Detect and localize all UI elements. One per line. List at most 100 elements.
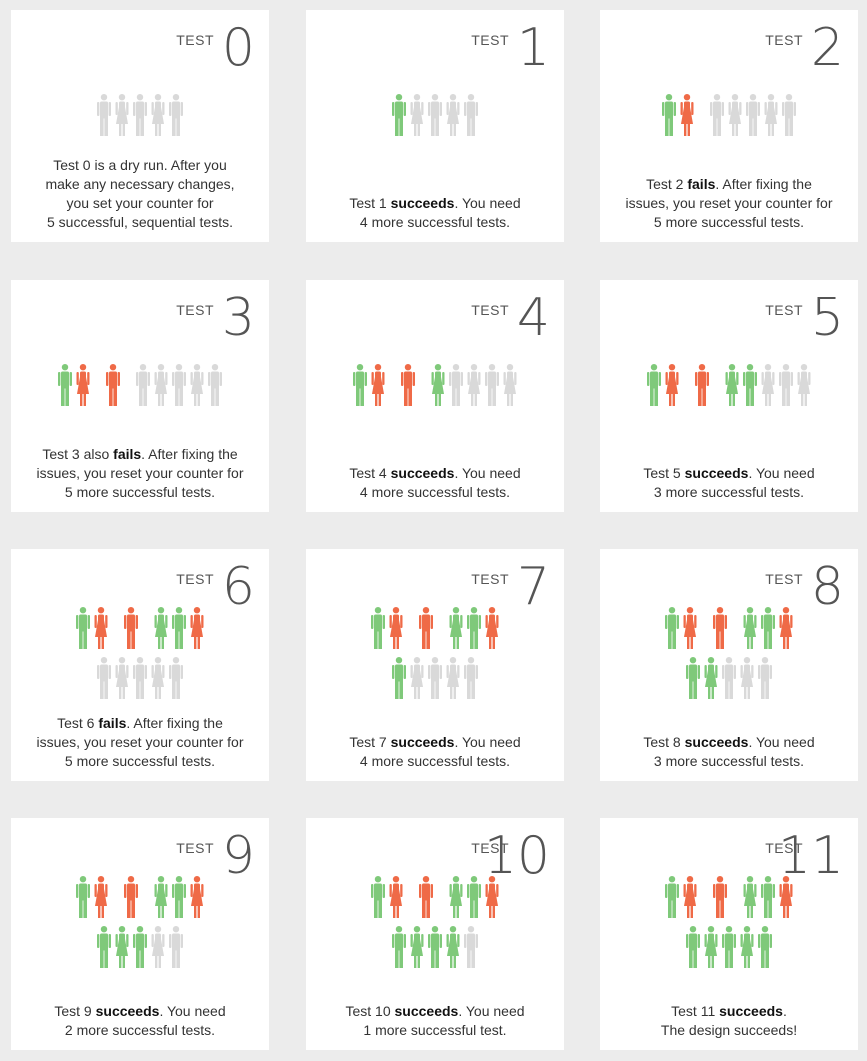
test-card: TEST 4 Test 4 succeeds. You need 4 more suc… — [306, 280, 564, 512]
test-caption: Test 2 fails. After fixing the issues, yo… — [600, 175, 858, 232]
man-pass-icon — [647, 364, 661, 411]
woman-pending-icon — [446, 94, 460, 141]
woman-pending-icon — [410, 657, 424, 704]
man-pending-icon — [97, 94, 111, 141]
woman-pass-icon — [154, 876, 168, 923]
caption-text: . After fixing the — [141, 446, 238, 462]
caption-line: Test 8 succeeds. You need — [600, 733, 858, 752]
test-number: 8 — [810, 557, 844, 617]
figure-row — [600, 876, 858, 923]
caption-line: Test 2 fails. After fixing the — [600, 175, 858, 194]
woman-pass-icon — [449, 607, 463, 654]
figure-row — [600, 364, 858, 411]
test-caption: Test 10 succeeds. You need 1 more success… — [306, 1002, 564, 1040]
caption-text: . After fixing the — [126, 715, 223, 731]
man-pending-icon — [782, 94, 796, 141]
man-pending-icon — [428, 94, 442, 141]
test-card: TEST 10 Test 10 succeeds. You need 1 more s… — [306, 818, 564, 1050]
man-pass-icon — [467, 607, 481, 654]
caption-text: . You need — [748, 465, 815, 481]
man-pending-icon — [133, 657, 147, 704]
woman-pending-icon — [151, 657, 165, 704]
caption-text: issues, you reset your counter for — [36, 465, 244, 481]
man-pending-icon — [746, 94, 760, 141]
woman-pending-icon — [503, 364, 517, 411]
man-pending-icon — [169, 926, 183, 973]
caption-text: Test 9 — [54, 1003, 96, 1019]
woman-pending-icon — [151, 94, 165, 141]
caption-line: 2 more successful tests. — [11, 1021, 269, 1040]
caption-result: succeeds — [684, 465, 749, 481]
caption-text: . — [782, 1003, 787, 1019]
caption-text: 4 more successful tests. — [359, 753, 511, 769]
caption-text: 1 more successful test. — [363, 1022, 507, 1038]
caption-text: 3 more successful tests. — [653, 753, 805, 769]
man-fail-icon — [106, 364, 120, 411]
caption-text: . You need — [454, 734, 521, 750]
test-card: TEST 0 Test 0 is a dry run. After you make … — [11, 10, 269, 242]
figure-row — [306, 926, 564, 973]
caption-result: succeeds — [719, 1003, 783, 1019]
test-caption: Test 6 fails. After fixing the issues, yo… — [11, 714, 269, 771]
man-pending-icon — [464, 657, 478, 704]
woman-pass-icon — [449, 876, 463, 923]
caption-line: 5 successful, sequential tests. — [11, 213, 269, 232]
figure-row — [11, 94, 269, 141]
man-pass-icon — [76, 607, 90, 654]
man-fail-icon — [713, 876, 727, 923]
caption-text: 5 successful, sequential tests. — [47, 214, 233, 230]
caption-line: 5 more successful tests. — [600, 213, 858, 232]
woman-fail-icon — [389, 607, 403, 654]
man-pending-icon — [97, 657, 111, 704]
woman-fail-icon — [680, 94, 694, 141]
figure-row — [11, 657, 269, 704]
man-pending-icon — [136, 364, 150, 411]
man-pending-icon — [464, 94, 478, 141]
man-pass-icon — [665, 607, 679, 654]
caption-line: Test 1 succeeds. You need — [306, 194, 564, 213]
test-label: TEST — [471, 32, 509, 48]
caption-result: succeeds — [390, 465, 455, 481]
man-fail-icon — [713, 607, 727, 654]
caption-line: 3 more successful tests. — [600, 752, 858, 771]
man-pass-icon — [392, 926, 406, 973]
woman-pending-icon — [467, 364, 481, 411]
caption-text: make any necessary changes, — [45, 176, 235, 192]
caption-text: issues, you reset your counter for — [625, 195, 833, 211]
caption-line: Test 10 succeeds. You need — [306, 1002, 564, 1021]
woman-fail-icon — [683, 607, 697, 654]
caption-line: issues, you reset your counter for — [11, 464, 269, 483]
caption-line: you set your counter for — [11, 194, 269, 213]
man-fail-icon — [124, 607, 138, 654]
man-pass-icon — [353, 364, 367, 411]
woman-fail-icon — [485, 876, 499, 923]
test-card: TEST 11 Test 11 succeeds. The design succee… — [600, 818, 858, 1050]
man-pending-icon — [208, 364, 222, 411]
man-pass-icon — [371, 876, 385, 923]
caption-line: Test 7 succeeds. You need — [306, 733, 564, 752]
figure-row — [306, 94, 564, 141]
test-card: TEST 5 Test 5 succeeds. You need 3 more suc… — [600, 280, 858, 512]
test-caption: Test 5 succeeds. You need 3 more successf… — [600, 464, 858, 502]
caption-line: 5 more successful tests. — [11, 752, 269, 771]
man-pending-icon — [722, 657, 736, 704]
caption-line: issues, you reset your counter for — [600, 194, 858, 213]
man-pending-icon — [758, 657, 772, 704]
caption-text: issues, you reset your counter for — [36, 734, 244, 750]
caption-line: 4 more successful tests. — [306, 213, 564, 232]
caption-text: 4 more successful tests. — [359, 214, 511, 230]
woman-pending-icon — [446, 657, 460, 704]
woman-pending-icon — [764, 94, 778, 141]
caption-line: Test 0 is a dry run. After you — [11, 156, 269, 175]
woman-pass-icon — [740, 926, 754, 973]
woman-pending-icon — [728, 94, 742, 141]
caption-line: Test 6 fails. After fixing the — [11, 714, 269, 733]
caption-text: Test 4 — [349, 465, 391, 481]
test-card: TEST 3 Test 3 also fails. After fixing the… — [11, 280, 269, 512]
caption-result: succeeds — [394, 1003, 459, 1019]
caption-line: Test 9 succeeds. You need — [11, 1002, 269, 1021]
test-card: TEST 6 Test 6 fails. After fixing the issue… — [11, 549, 269, 781]
woman-pending-icon — [154, 364, 168, 411]
caption-line: The design succeeds! — [600, 1021, 858, 1040]
caption-result: fails — [113, 446, 142, 462]
